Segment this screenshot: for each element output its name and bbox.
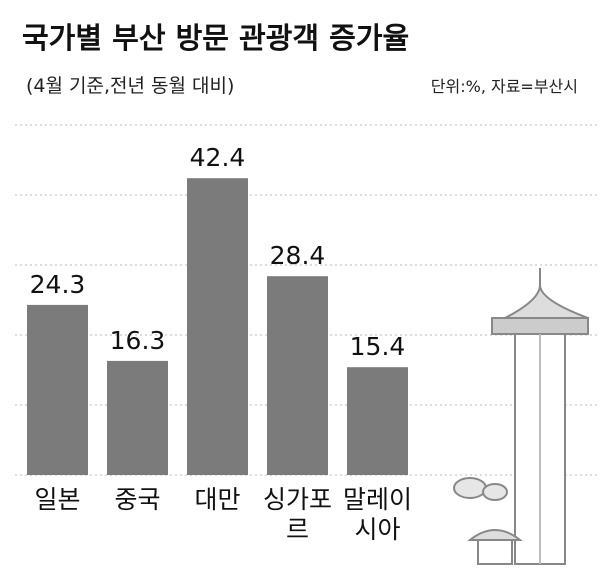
source: 단위:%, 자료=부산시 <box>431 77 578 96</box>
bar <box>267 276 328 475</box>
bar <box>187 178 248 475</box>
bar <box>347 367 408 475</box>
tree <box>453 477 487 499</box>
bar <box>27 304 88 475</box>
chart-subtitle: (4월 기준,전년 동월 대비) <box>26 75 234 97</box>
pavilion-roof <box>467 529 523 541</box>
value-label: 42.4 <box>190 143 246 172</box>
x-tick-label: 대만 <box>194 485 241 514</box>
pavilion-body <box>477 539 513 565</box>
tree <box>482 483 508 501</box>
value-label: 28.4 <box>270 241 326 270</box>
value-label: 24.3 <box>30 270 86 299</box>
tower-band <box>491 317 589 335</box>
tower-illustration <box>453 268 589 565</box>
x-tick-label: 말레이 시아 <box>342 485 412 544</box>
chart-title: 국가별 부산 방문 관광객 증가율 <box>22 21 409 55</box>
value-label: 16.3 <box>110 326 166 355</box>
value-label: 15.4 <box>350 332 406 361</box>
x-tick-label: 싱가포르 <box>262 485 332 544</box>
tower-roof <box>504 284 589 319</box>
x-tick-label: 중국 <box>114 485 161 514</box>
x-tick-label: 일본 <box>34 485 81 514</box>
bar <box>107 360 168 475</box>
